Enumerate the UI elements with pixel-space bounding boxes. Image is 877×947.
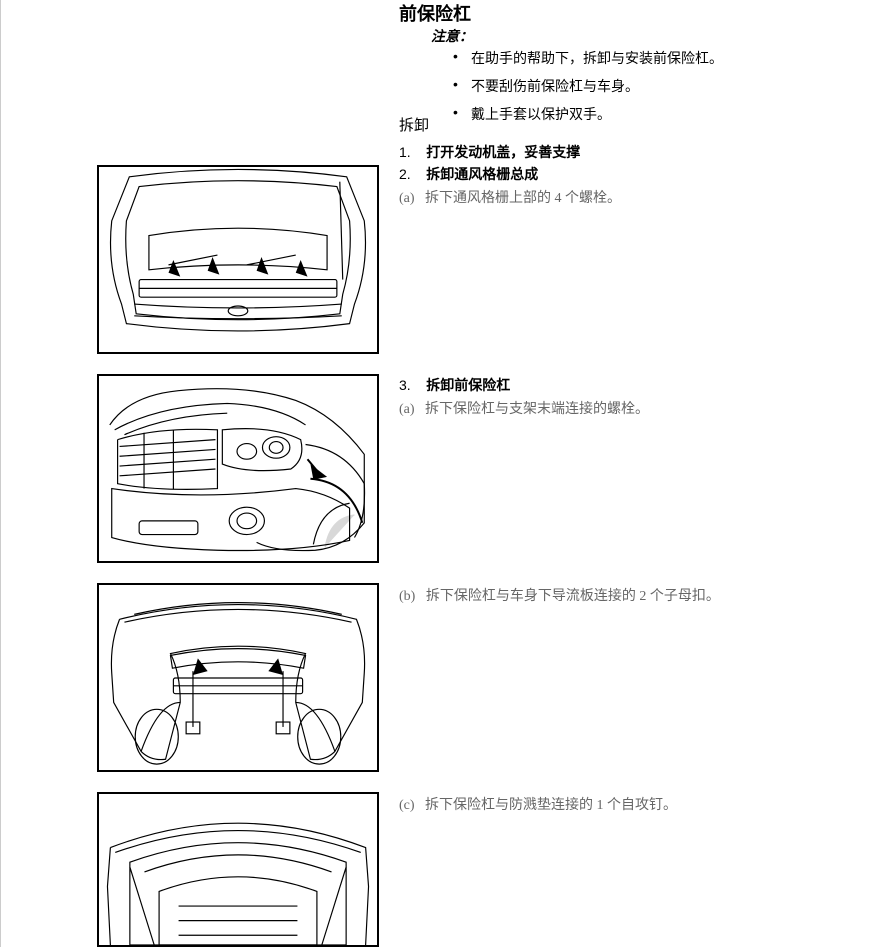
substep-label: (a) — [399, 402, 415, 417]
step-number: 1. — [399, 144, 411, 160]
substep-3a: (a) 拆下保险杠与支架末端连接的螺栓。 — [399, 398, 649, 418]
note-label: 注意： — [431, 26, 473, 46]
step-text: 打开发动机盖，妥善支撑 — [426, 144, 580, 160]
figure-underbody-clips — [97, 583, 379, 772]
page-title: 前保险杠 — [399, 0, 471, 26]
section-header: 拆卸 — [399, 114, 429, 135]
substep-3b: (b) 拆下保险杠与车身下导流板连接的 2 个子母扣。 — [399, 585, 720, 605]
substep-2a: (a) 拆下通风格栅上部的 4 个螺栓。 — [399, 187, 621, 207]
figure-bracket-bolt — [97, 374, 379, 563]
substep-label: (c) — [399, 798, 415, 813]
substep-text: 拆下保险杠与支架末端连接的螺栓。 — [425, 402, 649, 417]
step-text: 拆卸通风格栅总成 — [426, 166, 538, 182]
substep-label: (a) — [399, 191, 415, 206]
note-item: 在助手的帮助下，拆卸与安装前保险杠。 — [471, 48, 723, 68]
step-1: 1. 打开发动机盖，妥善支撑 — [399, 142, 580, 162]
step-number: 3. — [399, 377, 411, 393]
step-number: 2. — [399, 166, 411, 182]
substep-text: 拆下通风格栅上部的 4 个螺栓。 — [425, 191, 621, 206]
figure-grille-bolts — [97, 165, 379, 354]
note-item: 不要刮伤前保险杠与车身。 — [471, 76, 723, 96]
substep-text: 拆下保险杠与车身下导流板连接的 2 个子母扣。 — [426, 589, 720, 604]
note-list: 在助手的帮助下，拆卸与安装前保险杠。 不要刮伤前保险杠与车身。 戴上手套以保护双… — [471, 48, 723, 132]
step-text: 拆卸前保险杠 — [426, 377, 510, 393]
note-item: 戴上手套以保护双手。 — [471, 104, 723, 124]
figure-splash-screw — [97, 792, 379, 947]
substep-text: 拆下保险杠与防溅垫连接的 1 个自攻钉。 — [425, 798, 677, 813]
step-2: 2. 拆卸通风格栅总成 — [399, 164, 538, 184]
step-3: 3. 拆卸前保险杠 — [399, 375, 510, 395]
substep-label: (b) — [399, 589, 415, 604]
substep-3c: (c) 拆下保险杠与防溅垫连接的 1 个自攻钉。 — [399, 794, 677, 814]
